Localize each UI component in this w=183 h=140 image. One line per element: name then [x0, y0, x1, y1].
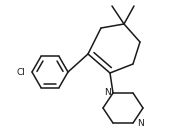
Text: Cl: Cl [17, 67, 25, 76]
Text: N: N [138, 118, 144, 128]
Text: N: N [105, 88, 111, 96]
